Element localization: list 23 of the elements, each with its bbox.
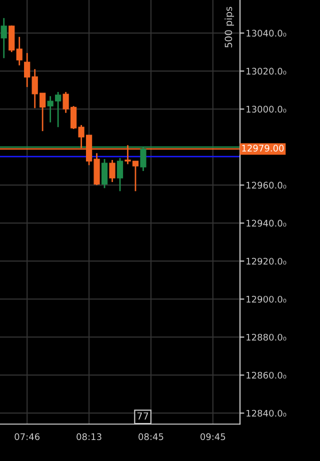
- y-tick-label: 13000.0₀: [246, 106, 286, 113]
- y-tick-label: 12940.0₀: [246, 220, 286, 227]
- y-tick-label: 13020.0₀: [246, 68, 286, 75]
- y-tick-label: 12880.0₀: [246, 334, 286, 341]
- x-tick-label: 08:45: [138, 433, 164, 440]
- candlestick: [109, 159, 116, 183]
- candlestick: [16, 36, 22, 66]
- annotation: 500 pips: [224, 6, 234, 48]
- ref-line-label: 12979.00: [242, 144, 284, 152]
- y-tick-label: 12920.0₀: [246, 258, 286, 265]
- candlestick: [101, 158, 108, 189]
- x-tick-label: 09:45: [200, 433, 226, 440]
- candlestick: [0, 17, 7, 59]
- annotation: 77: [137, 412, 148, 420]
- y-tick-label: 13040.0₀: [246, 30, 286, 37]
- y-tick-label: 12840.0₀: [246, 410, 286, 417]
- candlestick: [116, 157, 124, 192]
- y-tick-label: 12960.0₀: [246, 182, 286, 189]
- y-tick-label: 12900.0₀: [246, 296, 286, 303]
- candlestick: [24, 52, 30, 88]
- y-tick-label: 12860.0₀: [246, 372, 286, 379]
- x-tick-label: 07:46: [14, 433, 40, 440]
- x-tick-label: 08:13: [76, 433, 102, 440]
